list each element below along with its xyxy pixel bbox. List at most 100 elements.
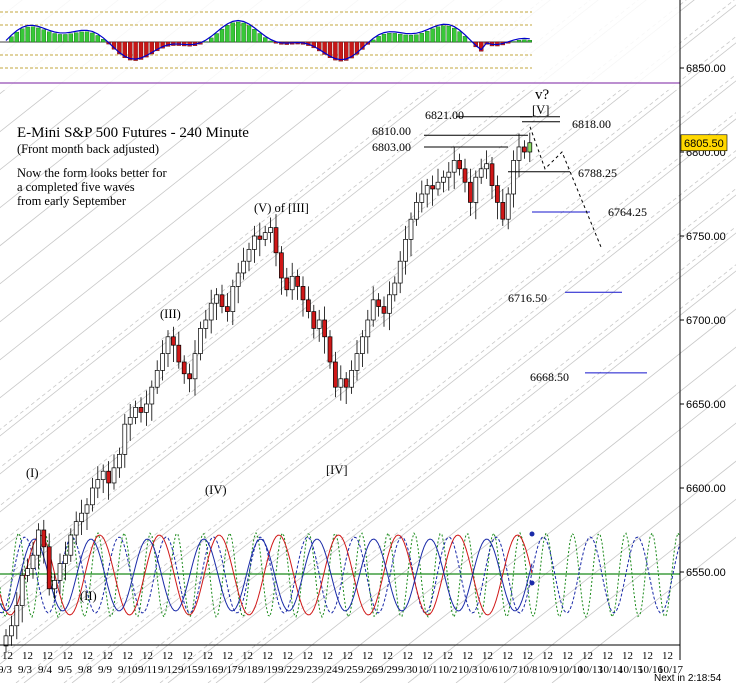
- channel-line: [167, 232, 736, 683]
- oscillator-bar: [516, 40, 522, 43]
- time-tick-label: 9/10: [118, 664, 138, 676]
- candle-body: [284, 277, 290, 291]
- candle-body: [365, 319, 371, 338]
- level-label: 6764.25: [608, 205, 647, 219]
- channel-line: [0, 0, 12, 683]
- channel-line-dashed: [0, 0, 639, 507]
- oscillator-bar: [84, 31, 90, 43]
- oscillator-bar: [371, 39, 376, 43]
- candle-body: [484, 163, 489, 170]
- cycle-green-dotted: [0, 531, 681, 619]
- price-tick-label: 6650.00: [686, 399, 726, 411]
- candle-body: [52, 580, 57, 590]
- cycle-blue-dashed: [0, 536, 681, 614]
- oscillator-bar: [95, 35, 101, 43]
- oscillator-bar: [403, 34, 408, 43]
- channel-line: [455, 460, 736, 683]
- candle-body: [181, 361, 187, 375]
- oscillator-bar: [52, 33, 57, 43]
- candle-body: [327, 336, 333, 363]
- oscillator-bar: [138, 41, 144, 60]
- commentary-line-2: a completed five waves: [17, 180, 135, 194]
- candle-body: [424, 185, 430, 195]
- candle-body: [14, 605, 20, 627]
- oscillator-bar: [430, 28, 435, 43]
- candle-body: [446, 171, 452, 178]
- level-label: 6788.25: [578, 166, 617, 180]
- oscillator-bar: [387, 33, 392, 43]
- oscillator-bar: [527, 40, 532, 43]
- candle-body: [262, 232, 268, 240]
- oscillator-bar: [41, 29, 46, 43]
- time-tick-label: 12: [302, 650, 313, 662]
- candle-body: [127, 417, 133, 425]
- time-tick-label: 9/4: [38, 664, 53, 676]
- channel-line-dashed: [207, 264, 736, 683]
- channel-line-dashed: [111, 188, 736, 683]
- wave-label: (III): [160, 307, 181, 321]
- channel-line: [0, 0, 647, 513]
- candle-body: [295, 275, 300, 287]
- candle-body: [397, 260, 403, 284]
- time-tick-label: 9/22: [278, 664, 298, 676]
- time-tick-label: 12: [522, 650, 533, 662]
- candle-body: [36, 529, 41, 556]
- oscillator-bar: [79, 31, 84, 43]
- oscillator-bar: [241, 22, 246, 43]
- oscillator-bar: [133, 41, 138, 61]
- channel-line: [0, 0, 407, 323]
- oscillator-signal-line: [5, 19, 530, 61]
- candle-body: [144, 403, 149, 413]
- candle-body: [360, 336, 365, 354]
- oscillator-bar: [25, 26, 30, 43]
- time-tick-label: 12: [482, 650, 493, 662]
- oscillator-bar: [30, 26, 36, 43]
- candle-body: [208, 302, 214, 321]
- oscillator-bar: [317, 41, 322, 52]
- time-tick-label: 9/5: [58, 664, 73, 676]
- candle-body: [235, 272, 241, 287]
- time-tick-label: 12: [622, 650, 633, 662]
- time-tick-label: 9/29: [378, 664, 398, 676]
- candle-body: [230, 286, 236, 312]
- oscillator-bar: [419, 33, 424, 43]
- wave-label: (IV): [205, 483, 227, 497]
- candle-body: [19, 575, 25, 606]
- candle-body: [419, 193, 425, 203]
- time-tick-label: 12: [462, 650, 473, 662]
- price-tick-label: 6750.00: [686, 231, 726, 243]
- candle-body: [408, 218, 414, 240]
- time-tick-label: 12: [662, 650, 673, 662]
- time-tick-label: 12: [642, 650, 653, 662]
- oscillator-bar: [462, 36, 468, 43]
- candle-body: [160, 353, 165, 371]
- candle-body: [489, 163, 495, 186]
- oscillator-bar: [452, 27, 457, 43]
- time-tick-label: 10/7: [498, 664, 518, 676]
- channel-line: [359, 384, 736, 683]
- oscillator-bar: [73, 32, 79, 43]
- time-tick-label: 9/26: [358, 664, 378, 676]
- time-tick-label: 9/17: [218, 664, 238, 676]
- wave-label: (II): [80, 589, 97, 603]
- oscillator-bar: [149, 41, 155, 55]
- time-tick-label: 9/23: [298, 664, 318, 676]
- channel-line-dashed: [0, 0, 591, 469]
- wave-label: [IV]: [326, 463, 348, 477]
- oscillator-bar: [333, 41, 338, 61]
- price-tick-label: 6700.00: [686, 315, 726, 327]
- level-label: 6821.00: [425, 108, 464, 122]
- candle-body: [495, 185, 500, 203]
- oscillator-bar: [36, 27, 41, 43]
- time-tick-label: 12: [582, 650, 593, 662]
- candle-body: [133, 407, 138, 418]
- time-tick-label: 12: [2, 650, 13, 662]
- candle-body: [257, 235, 263, 240]
- oscillator-bar: [414, 34, 419, 43]
- level-label: 6818.00: [572, 117, 611, 131]
- time-tick-label: 12: [442, 650, 453, 662]
- time-tick-label: 9/16: [198, 664, 218, 676]
